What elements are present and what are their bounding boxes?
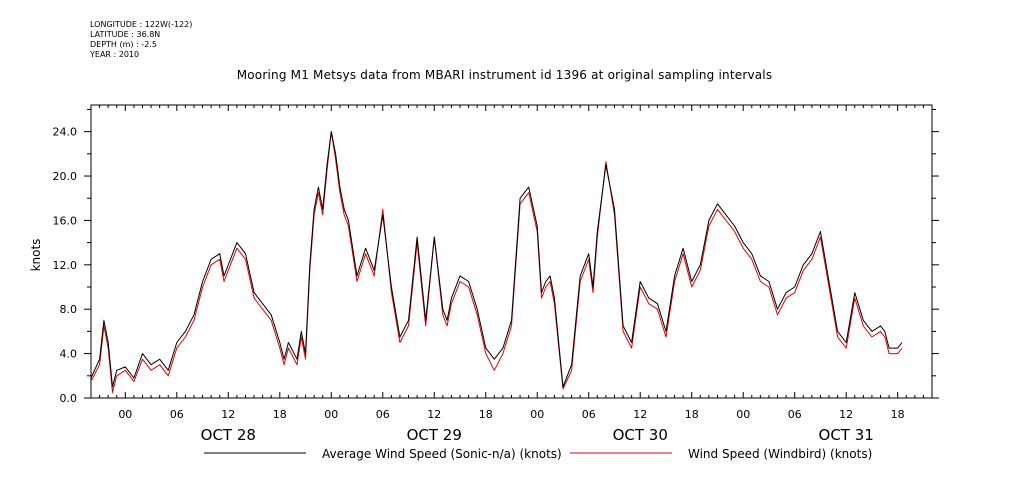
- legend: Average Wind Speed (Sonic-n/a) (knots) W…: [204, 447, 872, 461]
- x-tick-label: 12: [633, 408, 647, 421]
- y-tick-labels: 0.0 4.0 8.0 12.0 16.0 20.0 24.0: [53, 126, 78, 405]
- x-tick-label: 18: [891, 408, 905, 421]
- x-tick-label: 12: [839, 408, 853, 421]
- plot-frame: [90, 104, 933, 399]
- chart-title: Mooring M1 Metsys data from MBARI instru…: [236, 68, 773, 82]
- x-tick-label: 00: [530, 408, 544, 421]
- x-tick-label: 18: [685, 408, 699, 421]
- legend-label-windbird: Wind Speed (Windbird) (knots): [688, 447, 872, 461]
- latitude-text: LATITUDE : 36.8N: [90, 30, 161, 39]
- x-tick-label: 06: [582, 408, 596, 421]
- x-tick-label: 18: [479, 408, 493, 421]
- longitude-text: LONGITUDE : 122W(-122): [90, 20, 193, 29]
- x-tick-label: 00: [324, 408, 338, 421]
- x-tick-label: 12: [221, 408, 235, 421]
- series-line: [90, 131, 903, 393]
- day-label: OCT 28: [201, 426, 256, 444]
- day-label: OCT 29: [407, 426, 462, 444]
- x-tick-label: 00: [736, 408, 750, 421]
- x-tick-label: 18: [273, 408, 287, 421]
- y-axis-title: knots: [29, 239, 43, 272]
- y-tick-label: 0.0: [60, 392, 78, 405]
- x-tick-label: 06: [788, 408, 802, 421]
- axis-ticks: [84, 105, 939, 399]
- y-tick-label: 24.0: [53, 126, 78, 139]
- year-text: YEAR : 2010: [90, 50, 140, 59]
- day-label: OCT 31: [819, 426, 874, 444]
- day-label: OCT 30: [613, 426, 668, 444]
- day-labels: OCT 28 OCT 29 OCT 30 OCT 31: [201, 426, 874, 444]
- y-tick-label: 12.0: [53, 259, 78, 272]
- y-tick-label: 8.0: [60, 303, 78, 316]
- metadata-block: LONGITUDE : 122W(-122) LATITUDE : 36.8N …: [90, 20, 192, 60]
- x-tick-label: 06: [170, 408, 184, 421]
- y-tick-label: 20.0: [53, 170, 78, 183]
- series-line: [90, 131, 903, 388]
- depth-text: DEPTH (m) : -2.5: [90, 40, 157, 49]
- y-tick-label: 16.0: [53, 214, 78, 227]
- x-tick-labels: 00 06 12 18 00 06 12 18 00 06 12 18 00 06 12 18: [118, 408, 904, 421]
- series-lines: [90, 131, 903, 393]
- legend-label-sonic: Average Wind Speed (Sonic-n/a) (knots): [322, 447, 562, 461]
- x-tick-label: 00: [118, 408, 132, 421]
- x-tick-label: 12: [427, 408, 441, 421]
- y-tick-label: 4.0: [60, 348, 78, 361]
- x-tick-label: 06: [376, 408, 390, 421]
